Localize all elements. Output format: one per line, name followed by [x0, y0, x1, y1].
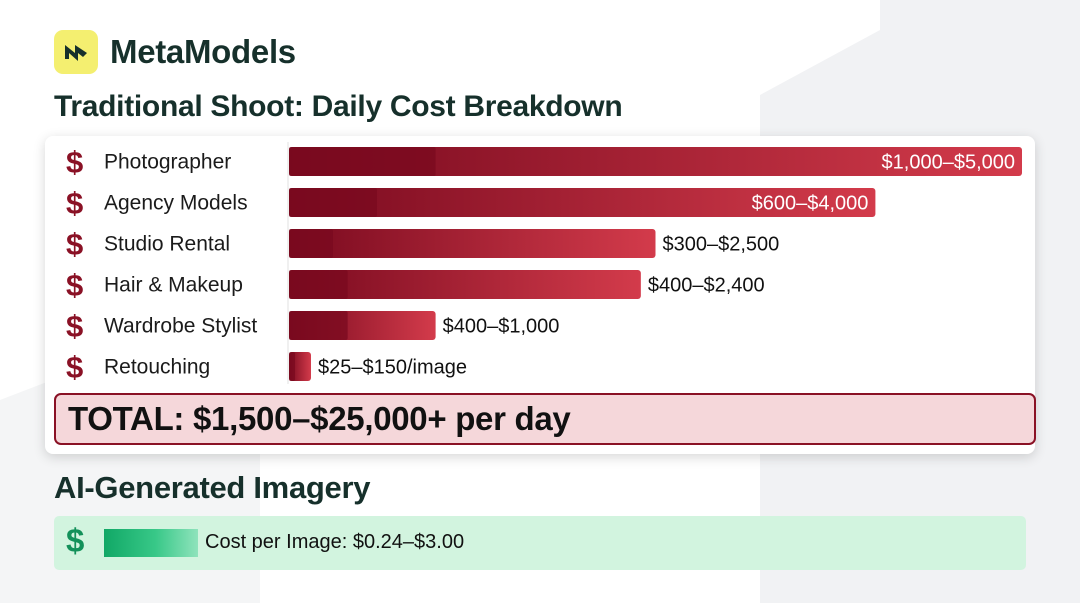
dollar-icon: $	[66, 268, 83, 303]
range-low-segment	[289, 352, 295, 381]
value-label: $1,000–$5,000	[882, 152, 1015, 174]
dollar-icon: $	[66, 145, 83, 180]
brand: MetaModels	[54, 30, 296, 74]
range-bar	[289, 270, 641, 299]
dollar-icon: $	[66, 186, 83, 221]
page-title: Traditional Shoot: Daily Cost Breakdown	[54, 90, 623, 123]
dollar-icon: $	[66, 350, 83, 385]
value-label: $25–$150/image	[318, 357, 467, 379]
ai-section-title: AI-Generated Imagery	[54, 470, 371, 505]
dollar-icon: $	[66, 227, 83, 262]
range-low-segment	[289, 229, 333, 258]
range-low-segment	[289, 188, 377, 217]
value-label: $300–$2,500	[663, 234, 780, 256]
ai-cost-box: $ Cost per Image: $0.24–$3.00	[54, 516, 1026, 570]
value-label: $600–$4,000	[752, 193, 869, 215]
category-label: Studio Rental	[104, 233, 230, 256]
total-box: TOTAL: $1,500–$25,000+ per day	[54, 393, 1036, 445]
cost-breakdown-card: $ Photographer $1,000–$5,000 $ Agency Models…	[45, 136, 1036, 454]
metamodels-logo-icon	[54, 30, 98, 74]
total-cost: TOTAL: $1,500–$25,000+ per day	[68, 400, 571, 437]
brand-name: MetaModels	[110, 33, 296, 70]
value-label: $400–$1,000	[443, 316, 560, 338]
range-bar	[289, 147, 1022, 176]
category-label: Hair & Makeup	[104, 274, 243, 297]
ai-cost-bar	[104, 529, 198, 557]
range-low-segment	[289, 147, 436, 176]
ai-cost-label: Cost per Image: $0.24–$3.00	[205, 531, 465, 553]
dollar-icon: $	[66, 309, 83, 344]
category-label: Photographer	[104, 151, 231, 174]
category-label: Retouching	[104, 356, 210, 379]
cost-breakdown-chart: $ Photographer $1,000–$5,000 $ Agency Models…	[66, 142, 1022, 385]
range-low-segment	[289, 270, 348, 299]
dollar-icon: $	[66, 522, 85, 559]
range-bar	[289, 229, 656, 258]
category-label: Wardrobe Stylist	[104, 315, 257, 338]
range-bar	[289, 188, 876, 217]
category-label: Agency Models	[104, 192, 248, 215]
value-label: $400–$2,400	[648, 275, 765, 297]
range-low-segment	[289, 311, 348, 340]
